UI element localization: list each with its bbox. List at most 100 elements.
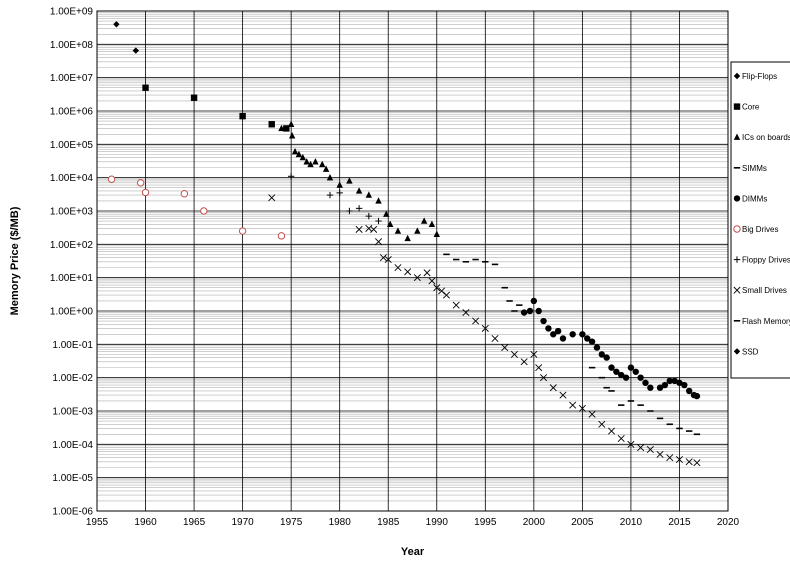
data-point-small-drives (685, 458, 693, 466)
data-point-big-drives (107, 175, 116, 183)
grid-layer (96, 10, 729, 512)
data-point-flash-memory (647, 410, 654, 412)
data-point-flash-memory (618, 404, 625, 406)
data-point-flip-flops (113, 21, 120, 28)
data-point-small-drives (520, 358, 528, 366)
data-point-big-drives (200, 207, 208, 215)
legend-label: SSD (742, 347, 759, 356)
data-point-small-drives (578, 404, 586, 412)
data-point-small-drives (491, 334, 499, 342)
data-point-ics-on-boards (307, 160, 314, 168)
data-point-core (239, 112, 246, 120)
data-point-small-drives (438, 287, 446, 295)
data-point-small-drives (569, 401, 577, 409)
data-point-flash-memory (656, 417, 664, 420)
data-point-ics-on-boards (394, 227, 402, 234)
data-point-floppy-drives (365, 212, 373, 220)
data-point-ics-on-boards (346, 177, 353, 184)
data-point-small-drives (535, 364, 543, 372)
data-point-dimms (550, 331, 557, 338)
data-point-dimms (559, 335, 567, 342)
x-axis-title: Year (401, 546, 425, 558)
data-point-dimms (545, 325, 552, 332)
data-point-dimms (618, 371, 625, 379)
data-point-dimms (661, 381, 669, 389)
data-point-dimms (693, 392, 701, 400)
data-point-flash-memory (608, 390, 615, 392)
data-point-floppy-drives (287, 173, 295, 180)
data-point-ics-on-boards (312, 158, 319, 165)
data-point-ics-on-boards (295, 150, 303, 158)
data-point-small-drives (442, 291, 450, 299)
data-point-big-drives (141, 188, 150, 197)
data-point-dimms (588, 338, 596, 345)
legend-marker (733, 225, 741, 233)
y-tick-label: 1.00E-03 (52, 407, 93, 418)
x-tick-label: 1960 (134, 517, 157, 528)
legend-label: DIMMs (742, 194, 767, 203)
data-point-dimms (685, 387, 693, 395)
series-floppy-drives (287, 173, 382, 225)
data-point-dimms (637, 374, 644, 381)
data-point-flash-memory (685, 430, 693, 432)
y-tick-label: 1.00E+02 (50, 240, 94, 251)
data-point-ics-on-boards (383, 210, 390, 217)
data-point-simms (482, 260, 489, 263)
legend-label: Flip-Flops (742, 72, 777, 81)
data-point-dimms (647, 384, 654, 391)
data-point-ics-on-boards (386, 220, 394, 227)
legend-marker (733, 348, 741, 355)
x-tick-label: 1965 (183, 517, 206, 528)
data-point-simms (491, 263, 499, 266)
data-point-dimms (627, 364, 635, 371)
data-point-small-drives (588, 410, 596, 418)
data-point-small-drives (637, 444, 645, 452)
data-point-small-drives (428, 277, 436, 285)
data-point-ics-on-boards (319, 160, 326, 168)
y-tick-label: 1.00E+04 (50, 173, 94, 184)
data-point-small-drives (394, 264, 402, 272)
data-point-dimms (569, 331, 576, 338)
y-tick-label: 1.00E+07 (50, 73, 94, 84)
legend-label: Small Drives (742, 286, 787, 295)
data-point-core (268, 121, 275, 128)
series-ics-on-boards (278, 120, 440, 242)
data-point-small-drives (627, 440, 635, 448)
data-point-ics-on-boards (287, 120, 295, 127)
data-point-flash-memory (637, 404, 644, 406)
data-point-ics-on-boards (375, 197, 382, 204)
x-tick-label: 1990 (426, 517, 449, 528)
data-point-simms (516, 304, 523, 306)
data-point-flash-memory (588, 366, 596, 369)
y-tick-label: 1.00E+08 (50, 40, 94, 51)
legend-marker (733, 195, 741, 202)
data-point-ics-on-boards (404, 234, 411, 242)
data-point-ics-on-boards (326, 173, 334, 181)
legend-label: SIMMs (742, 164, 767, 173)
x-axis-ticks: 1955 1960 1965 1970 1975 1980 1985 1990 1995 2000… (86, 517, 740, 528)
series-simms (443, 253, 528, 314)
legend-marker (733, 72, 741, 80)
x-tick-label: 1955 (86, 517, 109, 528)
data-point-small-drives (423, 269, 431, 277)
series-big-drives (107, 175, 286, 240)
data-point-dimms (608, 364, 615, 371)
data-point-simms (511, 310, 518, 312)
data-point-simms (462, 260, 470, 263)
data-point-flip-flops (132, 47, 140, 54)
data-point-dimms (676, 379, 683, 387)
data-point-small-drives (617, 434, 625, 442)
data-point-flash-memory (603, 386, 610, 389)
legend-label: Big Drives (742, 225, 778, 234)
legend-label: Core (742, 103, 760, 112)
data-point-flash-memory (676, 427, 683, 430)
data-point-small-drives (413, 274, 421, 282)
data-point-ics-on-boards (291, 148, 299, 155)
data-point-small-drives (375, 238, 383, 246)
data-point-floppy-drives (326, 191, 334, 199)
data-point-dimms (613, 368, 620, 375)
data-point-simms (506, 300, 513, 302)
data-point-dimms (535, 307, 542, 315)
y-tick-label: 1.00E+03 (50, 207, 94, 218)
x-tick-label: 1975 (280, 517, 303, 528)
